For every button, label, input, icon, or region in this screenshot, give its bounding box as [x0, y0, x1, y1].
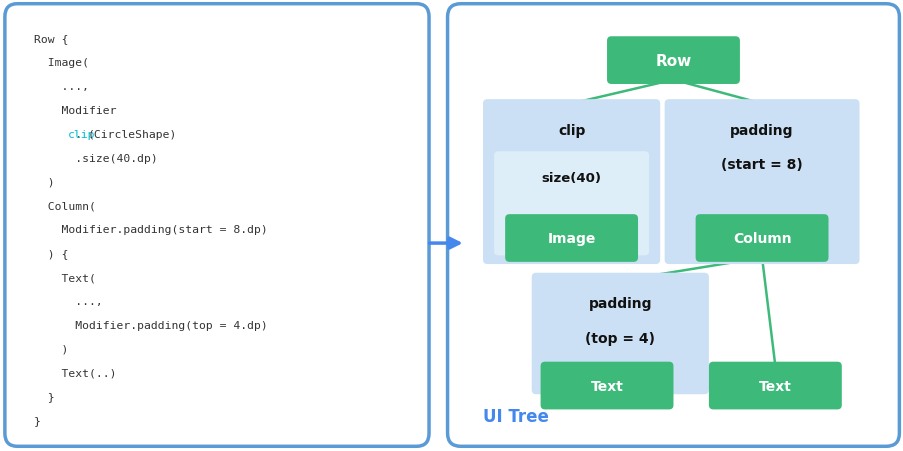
Text: Column(: Column( — [34, 201, 96, 211]
Text: padding: padding — [730, 123, 793, 137]
Text: Row: Row — [655, 54, 691, 69]
Text: clip: clip — [557, 123, 584, 137]
FancyBboxPatch shape — [531, 273, 708, 394]
Text: (top = 4): (top = 4) — [584, 331, 655, 345]
Text: Text(: Text( — [34, 272, 96, 282]
Text: }: } — [34, 391, 54, 401]
FancyBboxPatch shape — [607, 37, 740, 85]
Text: Modifier.padding(start = 8.dp): Modifier.padding(start = 8.dp) — [34, 225, 267, 235]
FancyBboxPatch shape — [505, 215, 638, 262]
FancyBboxPatch shape — [482, 100, 659, 264]
Text: Modifier: Modifier — [34, 106, 116, 116]
Text: Text: Text — [759, 379, 791, 393]
Text: ): ) — [34, 344, 69, 354]
Text: Image: Image — [547, 231, 595, 245]
Text: padding: padding — [588, 296, 651, 310]
Text: Row {: Row { — [34, 34, 69, 44]
Text: ...,: ..., — [34, 296, 103, 306]
Text: Modifier.padding(top = 4.dp): Modifier.padding(top = 4.dp) — [34, 320, 267, 330]
FancyBboxPatch shape — [447, 5, 898, 446]
Text: Text(..): Text(..) — [34, 368, 116, 377]
FancyBboxPatch shape — [494, 152, 648, 256]
Text: size(40): size(40) — [541, 171, 600, 184]
Text: (CircleShape): (CircleShape) — [88, 129, 177, 139]
Text: .: . — [34, 129, 82, 139]
Text: clip: clip — [69, 129, 96, 139]
FancyBboxPatch shape — [5, 5, 429, 446]
Text: (start = 8): (start = 8) — [721, 158, 802, 172]
Text: Text: Text — [590, 379, 623, 393]
Text: Column: Column — [732, 231, 790, 245]
FancyBboxPatch shape — [708, 362, 841, 410]
Text: ...,: ..., — [34, 82, 88, 92]
FancyBboxPatch shape — [540, 362, 673, 410]
Text: Image(: Image( — [34, 58, 88, 68]
FancyBboxPatch shape — [695, 215, 827, 262]
Text: ): ) — [34, 177, 54, 187]
Text: .size(40.dp): .size(40.dp) — [34, 153, 157, 163]
FancyBboxPatch shape — [664, 100, 859, 264]
Text: }: } — [34, 415, 41, 425]
Text: ) {: ) { — [34, 249, 69, 258]
Text: UI Tree: UI Tree — [482, 407, 548, 425]
